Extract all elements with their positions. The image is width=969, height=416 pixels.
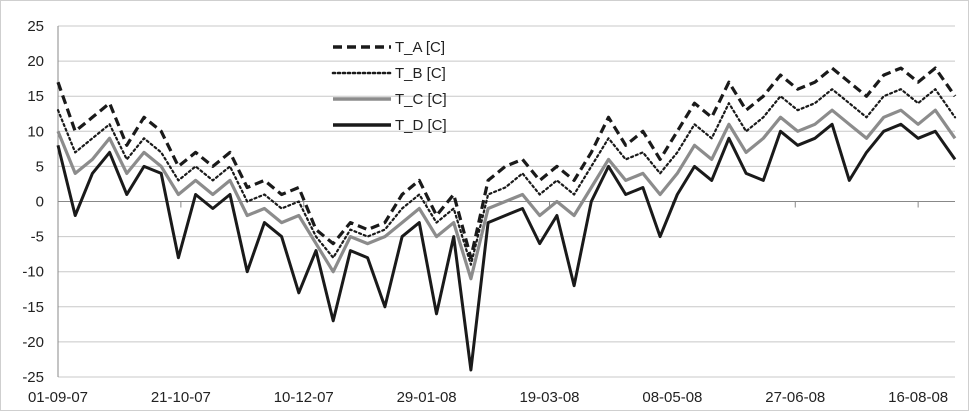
y-tick-label: -20 bbox=[22, 334, 44, 351]
series-lines bbox=[56, 66, 957, 372]
y-tick-label: 25 bbox=[27, 18, 44, 35]
y-tick-label: -15 bbox=[22, 299, 44, 316]
y-tick-label: 5 bbox=[36, 158, 44, 175]
x-tick-label: 27-06-08 bbox=[765, 389, 825, 406]
legend-label: T_B [C] bbox=[395, 65, 446, 82]
x-tick-label: 08-05-08 bbox=[642, 389, 702, 406]
series-line-t-d-c bbox=[56, 122, 957, 372]
series-line-t-a-c bbox=[56, 66, 957, 260]
x-tick-label: 19-03-08 bbox=[519, 389, 579, 406]
y-tick-label: -25 bbox=[22, 369, 44, 386]
x-tick-label: 01-09-07 bbox=[28, 389, 88, 406]
x-tick-label: 21-10-07 bbox=[151, 389, 211, 406]
y-tick-label: -10 bbox=[22, 264, 44, 281]
series-line-t-b-c bbox=[56, 88, 957, 266]
series-line-t-c-c bbox=[56, 108, 957, 281]
x-tick-label: 16-08-08 bbox=[888, 389, 948, 406]
y-tick-label: 20 bbox=[27, 53, 44, 70]
y-tick-label: -5 bbox=[31, 229, 44, 246]
x-tick-label: 10-12-07 bbox=[274, 389, 334, 406]
legend: T_A [C] T_B [C] T_C [C] T_D [C] bbox=[331, 39, 447, 134]
legend-label: T_D [C] bbox=[395, 117, 447, 134]
y-tick-label: 15 bbox=[27, 88, 44, 105]
y-tick-label: 0 bbox=[36, 194, 44, 211]
legend-label: T_A [C] bbox=[395, 39, 445, 56]
legend-label: T_C [C] bbox=[395, 91, 447, 108]
y-tick-label: 10 bbox=[27, 123, 44, 140]
x-tick-label: 29-01-08 bbox=[397, 389, 457, 406]
